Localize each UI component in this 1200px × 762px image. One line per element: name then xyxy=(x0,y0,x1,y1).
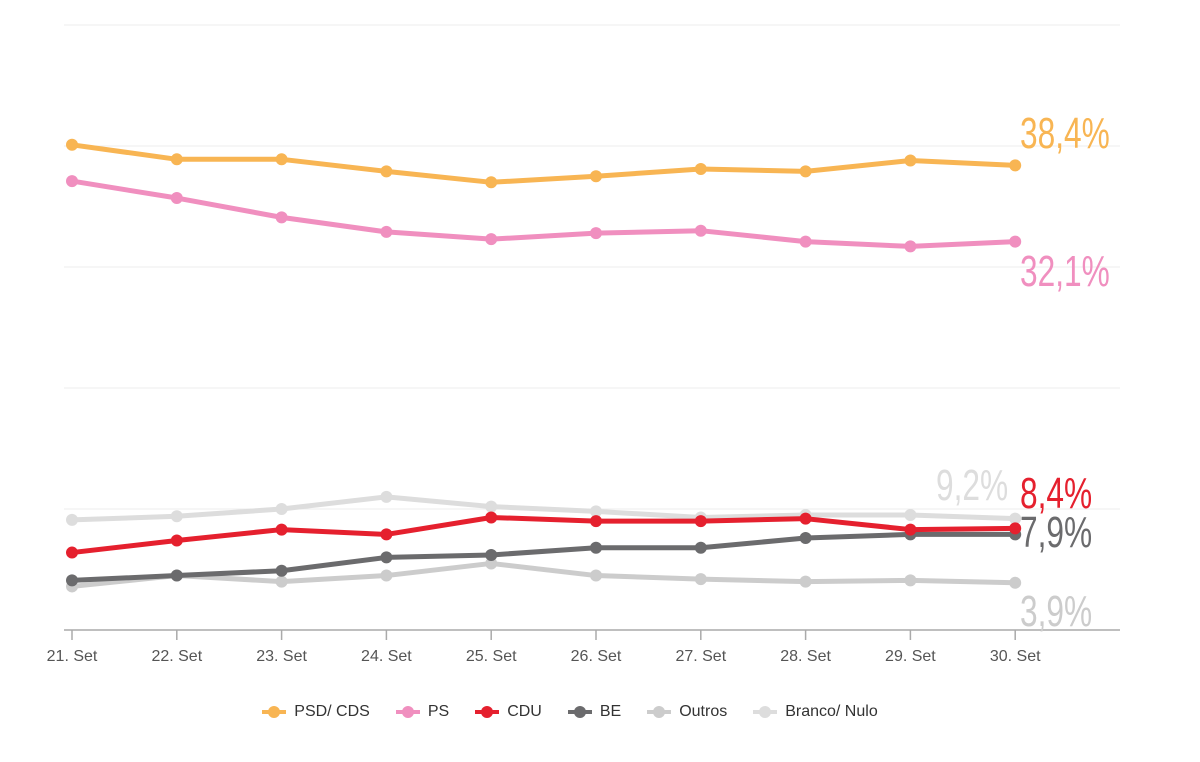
legend-marker-icon xyxy=(753,706,778,718)
data-point xyxy=(799,235,812,248)
data-point xyxy=(1009,235,1022,248)
data-point xyxy=(66,546,78,559)
data-point xyxy=(590,170,602,183)
data-point xyxy=(380,225,393,238)
series-line xyxy=(71,531,1016,583)
data-point xyxy=(590,505,602,518)
data-point xyxy=(694,162,707,175)
series-ps xyxy=(66,175,1022,253)
legend-item[interactable]: CDU xyxy=(475,703,542,721)
series-psd-cds xyxy=(66,138,1022,189)
end-value-label: 32,1% xyxy=(1020,247,1110,296)
data-point xyxy=(590,569,602,582)
end-value-label: 7,9% xyxy=(1020,508,1092,557)
data-point xyxy=(590,515,602,528)
end-value-label: 8,4% xyxy=(1020,469,1092,518)
x-tick-label: 24. Set xyxy=(361,648,412,665)
x-tick-label: 29. Set xyxy=(885,648,936,665)
x-tick-label: 21. Set xyxy=(47,648,98,665)
data-point xyxy=(1009,576,1022,589)
data-point xyxy=(904,523,917,536)
x-tick-label: 22. Set xyxy=(151,648,202,665)
legend-item[interactable]: PS xyxy=(395,703,450,721)
data-point xyxy=(380,551,393,564)
legend-marker-icon xyxy=(567,706,592,718)
x-tick-label: 23. Set xyxy=(256,648,307,665)
series-line xyxy=(71,494,1016,523)
data-point xyxy=(904,509,917,522)
data-point xyxy=(170,510,183,523)
data-point xyxy=(170,534,183,547)
legend-marker-icon xyxy=(395,706,420,718)
legend-item[interactable]: PSD/ CDS xyxy=(262,703,370,721)
data-point xyxy=(1009,522,1022,535)
data-point xyxy=(380,569,393,582)
data-point xyxy=(694,541,707,554)
legend: PSD/ CDS PS CDU BE Outros Branco/ Nulo xyxy=(0,703,1140,721)
legend-item[interactable]: Outros xyxy=(647,703,727,721)
data-point xyxy=(66,513,78,526)
data-point xyxy=(485,548,498,561)
series-cdu xyxy=(66,511,1022,559)
data-point xyxy=(904,574,917,587)
x-tick-label: 26. Set xyxy=(571,648,622,665)
data-point xyxy=(590,227,602,240)
legend-label: BE xyxy=(599,703,622,720)
data-point xyxy=(799,165,812,178)
data-point xyxy=(275,523,288,536)
line-chart: 21. Set 22. Set 23. Set 24. Set 25. Set 26. S… xyxy=(47,24,1120,665)
series-line xyxy=(71,178,1016,249)
series-line xyxy=(71,514,1016,556)
data-point xyxy=(170,153,183,166)
x-tick-label: 30. Set xyxy=(990,648,1041,665)
series-line xyxy=(71,560,1016,589)
data-point xyxy=(694,573,707,586)
data-point xyxy=(1009,512,1022,525)
data-point xyxy=(485,557,498,570)
legend-marker-icon xyxy=(475,706,500,718)
data-point xyxy=(170,569,183,582)
data-point xyxy=(380,165,393,178)
legend-label: Outros xyxy=(679,703,728,720)
data-point xyxy=(66,574,78,587)
legend-label: Branco/ Nulo xyxy=(785,703,878,720)
end-value-label: 9,2% xyxy=(936,461,1008,510)
legend-label: PS xyxy=(427,703,450,720)
x-tick-label: 28. Set xyxy=(780,648,831,665)
data-point xyxy=(66,175,78,188)
data-point xyxy=(904,154,917,167)
data-point xyxy=(380,528,393,541)
end-value-label: 3,9% xyxy=(1020,587,1092,636)
x-tick-label: 25. Set xyxy=(466,648,517,665)
data-point xyxy=(694,515,707,528)
legend-item[interactable]: Branco/ Nulo xyxy=(753,703,878,721)
data-point xyxy=(590,541,602,554)
data-point xyxy=(170,192,183,205)
data-point xyxy=(485,511,498,524)
data-point xyxy=(275,211,288,224)
data-point xyxy=(485,500,498,513)
data-point xyxy=(275,575,288,588)
legend-label: PSD/ CDS xyxy=(294,703,370,720)
data-point xyxy=(275,564,288,577)
legend-item[interactable]: BE xyxy=(567,703,622,721)
data-point xyxy=(380,490,393,503)
legend-marker-icon xyxy=(647,706,672,718)
data-point xyxy=(904,240,917,253)
data-point xyxy=(799,512,812,525)
series-line xyxy=(71,142,1016,185)
data-point xyxy=(275,153,288,166)
data-point xyxy=(694,224,707,237)
data-point xyxy=(1009,159,1022,172)
end-value-label: 38,4% xyxy=(1020,109,1110,158)
data-point xyxy=(799,532,812,545)
data-point xyxy=(485,176,498,189)
data-point xyxy=(799,575,812,588)
legend-marker-icon xyxy=(262,706,287,718)
legend-label: CDU xyxy=(507,703,542,720)
data-point xyxy=(485,233,498,246)
data-point xyxy=(66,138,78,151)
data-point xyxy=(275,503,288,515)
x-tick-label: 27. Set xyxy=(675,648,726,665)
